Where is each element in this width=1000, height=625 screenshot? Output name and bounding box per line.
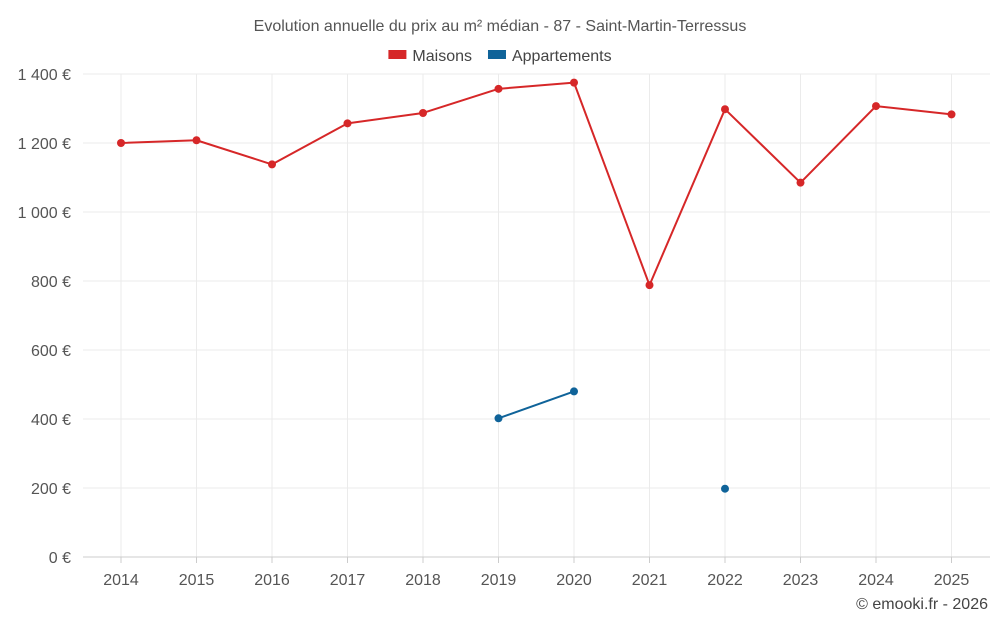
x-tick-label: 2018 (405, 572, 441, 589)
x-tick-label: 2015 (179, 572, 215, 589)
data-point-maisons[interactable] (117, 139, 125, 147)
data-point-maisons[interactable] (343, 119, 352, 128)
legend-item-appartements[interactable]: Appartements (487, 48, 612, 65)
x-tick-label: 2021 (632, 572, 668, 589)
data-point-appartements[interactable] (721, 484, 729, 493)
data-point-maisons[interactable] (947, 110, 956, 119)
x-tick-label: 2017 (330, 572, 366, 589)
legend-swatch (487, 50, 506, 59)
data-point-maisons[interactable] (796, 178, 805, 187)
x-tick-label: 2020 (556, 572, 592, 589)
chart-credit: © emooki.fr - 2026 (856, 596, 988, 613)
legend-item-maisons[interactable]: Maisons (388, 48, 472, 65)
series-line-appartements (498, 390, 575, 420)
data-point-maisons[interactable] (268, 160, 276, 169)
legend-label: Appartements (512, 48, 612, 65)
x-tick-label: 2014 (103, 572, 139, 589)
data-point-maisons[interactable] (494, 84, 503, 93)
data-point-maisons[interactable] (645, 281, 654, 290)
x-tick-label: 2019 (481, 572, 517, 589)
grid-layer (83, 73, 990, 557)
series-line-maisons (120, 81, 952, 287)
x-tick-label: 2023 (783, 572, 819, 589)
data-point-maisons[interactable] (570, 78, 578, 87)
y-tick-label: 1 000 € (18, 205, 71, 222)
legend-label: Maisons (412, 48, 472, 65)
x-tick-label: 2016 (254, 572, 290, 589)
x-tick-label: 2025 (934, 572, 970, 589)
legend: Maisons Appartements (388, 48, 612, 65)
data-point-appartements[interactable] (494, 414, 503, 423)
data-point-maisons[interactable] (419, 108, 427, 117)
y-tick-label: 800 € (31, 274, 71, 291)
legend-swatch (388, 50, 407, 59)
series-layer (120, 81, 952, 420)
y-tick-label: 1 200 € (18, 136, 71, 153)
data-point-maisons[interactable] (721, 105, 729, 114)
y-tick-label: 0 € (49, 550, 71, 567)
axis-layer: 0 € 200 € 400 € 600 € 800 € 1 000 € 1 200 € 1 4… (18, 67, 990, 589)
x-tick-label: 2022 (707, 572, 743, 589)
y-tick-label: 400 € (31, 412, 71, 429)
data-point-maisons[interactable] (872, 102, 880, 111)
x-tick-label: 2024 (858, 572, 894, 589)
data-point-maisons[interactable] (192, 136, 201, 145)
y-tick-label: 1 400 € (18, 67, 71, 84)
data-point-appartements[interactable] (570, 387, 578, 396)
points-layer (117, 78, 956, 493)
y-tick-label: 600 € (31, 343, 71, 360)
y-tick-label: 200 € (31, 481, 71, 498)
chart-title: Evolution annuelle du prix au m² médian … (254, 18, 747, 35)
